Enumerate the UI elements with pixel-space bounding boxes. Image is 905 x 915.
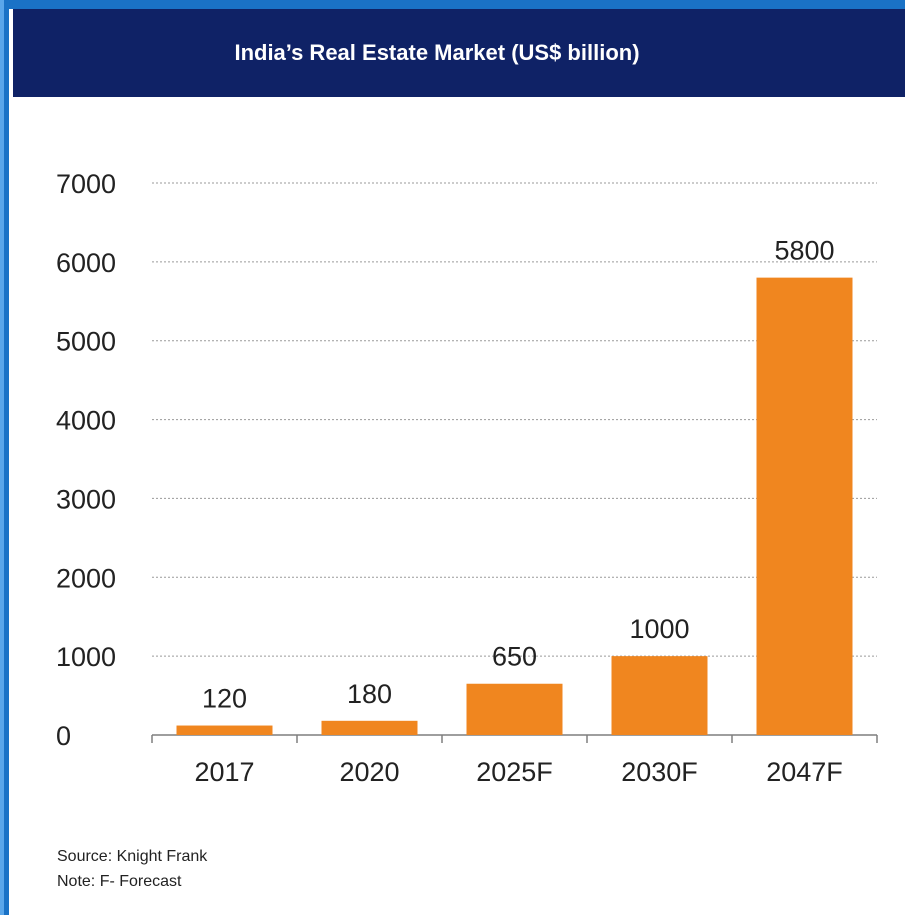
x-tick-label: 2020 xyxy=(339,757,399,787)
x-tick-label: 2030F xyxy=(621,757,698,787)
y-tick-label: 3000 xyxy=(56,484,116,514)
bar xyxy=(756,277,853,735)
data-label: 5800 xyxy=(774,236,834,266)
chart-title: India’s Real Estate Market (US$ billion) xyxy=(234,40,640,65)
data-label: 1000 xyxy=(629,614,689,644)
x-tick-label: 2047F xyxy=(766,757,843,787)
forecast-note: Note: F- Forecast xyxy=(57,873,182,890)
bar xyxy=(611,656,708,735)
bar xyxy=(176,725,273,735)
y-tick-label: 7000 xyxy=(56,169,116,199)
y-tick-label: 6000 xyxy=(56,248,116,278)
y-tick-label: 0 xyxy=(56,721,71,751)
y-tick-label: 5000 xyxy=(56,327,116,357)
bar xyxy=(321,720,418,735)
y-tick-label: 4000 xyxy=(56,406,116,436)
data-label: 120 xyxy=(202,684,247,714)
x-tick-label: 2017 xyxy=(194,757,254,787)
chart-header: India’s Real Estate Market (US$ billion) xyxy=(13,9,905,97)
data-label: 650 xyxy=(492,642,537,672)
x-tick-label: 2025F xyxy=(476,757,553,787)
y-tick-label: 2000 xyxy=(56,563,116,593)
bar xyxy=(466,683,563,735)
source-note: Source: Knight Frank xyxy=(57,848,208,865)
chart-footer: Source: Knight Frank Note: F- Forecast xyxy=(57,844,207,894)
data-label: 180 xyxy=(347,679,392,709)
y-tick-label: 1000 xyxy=(56,642,116,672)
